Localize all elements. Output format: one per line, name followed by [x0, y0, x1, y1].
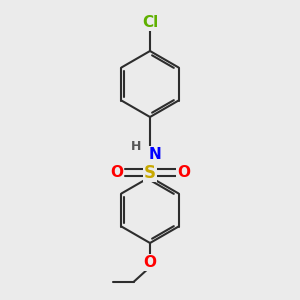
- Text: O: O: [143, 255, 157, 270]
- Text: H: H: [131, 140, 142, 153]
- Text: N: N: [148, 147, 161, 162]
- Text: Cl: Cl: [142, 15, 158, 30]
- Text: S: S: [144, 164, 156, 181]
- Text: O: O: [110, 165, 123, 180]
- Text: O: O: [177, 165, 190, 180]
